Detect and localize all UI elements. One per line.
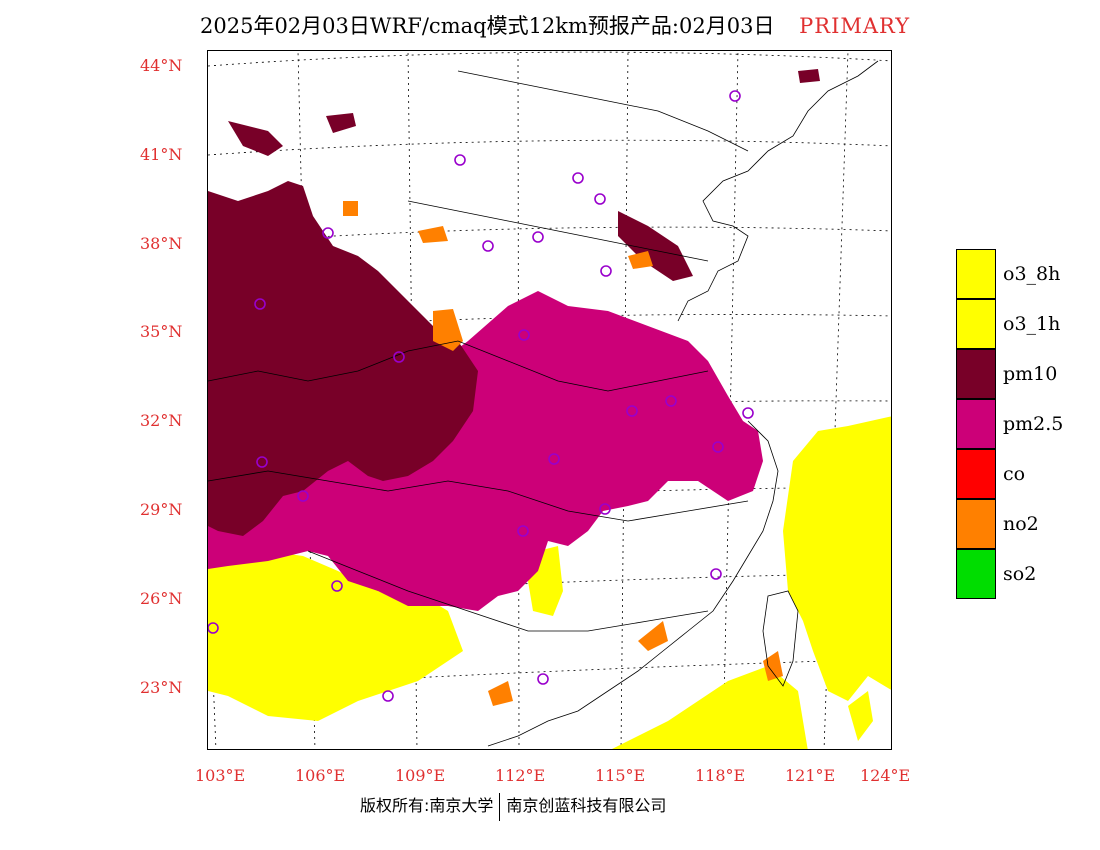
lat-label-44: 44°N (140, 56, 183, 75)
legend-label: co (1003, 463, 1026, 485)
lon-label-121: 121°E (785, 766, 836, 785)
lat-label-23: 23°N (140, 678, 183, 697)
legend-swatch (956, 499, 996, 549)
legend-swatch (956, 249, 996, 299)
lon-label-115: 115°E (595, 766, 646, 785)
lat-label-26: 26°N (140, 589, 183, 608)
legend-swatch (956, 399, 996, 449)
lat-label-35: 35°N (140, 322, 183, 341)
pollutant-map (208, 51, 891, 749)
lon-label-106: 106°E (295, 766, 346, 785)
legend-swatch (956, 299, 996, 349)
lon-label-109: 109°E (395, 766, 446, 785)
station-markers (208, 90, 754, 702)
legend-swatch (956, 549, 996, 599)
legend-label: o3_8h (1003, 263, 1061, 285)
lat-label-41: 41°N (140, 145, 183, 164)
legend-label: o3_1h (1003, 313, 1061, 335)
legend-label: pm10 (1003, 363, 1058, 385)
legend-label: no2 (1003, 513, 1039, 535)
divider (499, 792, 501, 821)
map-area[interactable] (207, 50, 892, 750)
boundaries (208, 60, 879, 747)
lat-label-38: 38°N (140, 234, 183, 253)
pm25-region (208, 291, 763, 611)
lat-label-32: 32°N (140, 411, 183, 430)
lon-label-103: 103°E (195, 766, 246, 785)
primary-tag: PRIMARY (799, 14, 911, 38)
lat-label-29: 29°N (140, 500, 183, 519)
copyright-right: 南京创蓝科技有限公司 (506, 796, 667, 815)
legend-swatch (956, 449, 996, 499)
title-text: 2025年02月03日WRF/cmaq模式12km预报产品:02月03日 (200, 14, 775, 38)
copyright-left: 版权所有:南京大学 (360, 796, 494, 815)
copyright-footer: 版权所有:南京大学 南京创蓝科技有限公司 (360, 792, 666, 821)
legend-label: pm2.5 (1003, 413, 1064, 435)
lon-label-118: 118°E (695, 766, 746, 785)
legend-swatch (956, 349, 996, 399)
no2-spots (343, 201, 783, 706)
lon-label-112: 112°E (495, 766, 546, 785)
lon-label-124: 124°E (860, 766, 911, 785)
pm10-region (208, 181, 478, 536)
legend-label: so2 (1003, 563, 1037, 585)
longitude-gridlines (208, 51, 849, 749)
map-title: 2025年02月03日WRF/cmaq模式12km预报产品:02月03日 PRI… (200, 10, 1020, 40)
